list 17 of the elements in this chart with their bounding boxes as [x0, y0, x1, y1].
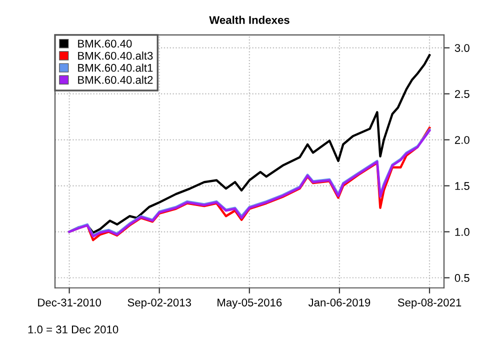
legend-label: BMK.60.40.alt3	[78, 52, 153, 60]
x-tick-label: May-05-2016	[218, 298, 282, 309]
y-tick-label: 0.5	[454, 274, 470, 282]
y-tick-label: 2.0	[454, 136, 470, 144]
y-tick-label: 1.5	[455, 182, 470, 190]
chart-title: Wealth Indexes	[209, 16, 290, 24]
x-tick-label: Jan-06-2019	[308, 298, 370, 306]
y-tick-label: 3.0	[454, 44, 470, 52]
legend-label: BMK.60.40	[78, 40, 132, 48]
legend-label: BMK.60.40.alt1	[78, 64, 153, 72]
legend-label: BMK.60.40.alt2	[78, 76, 153, 84]
x-tick-label: Sep-02-2013	[128, 298, 191, 309]
y-tick-label: 1.0	[455, 228, 470, 236]
x-tick-label: Sep-08-2021	[398, 298, 462, 309]
x-tick-label: Dec-31-2010	[38, 298, 101, 306]
text: 1.0 = 31 Dec 2010	[28, 326, 118, 334]
y-tick-label: 2.5	[454, 90, 470, 98]
